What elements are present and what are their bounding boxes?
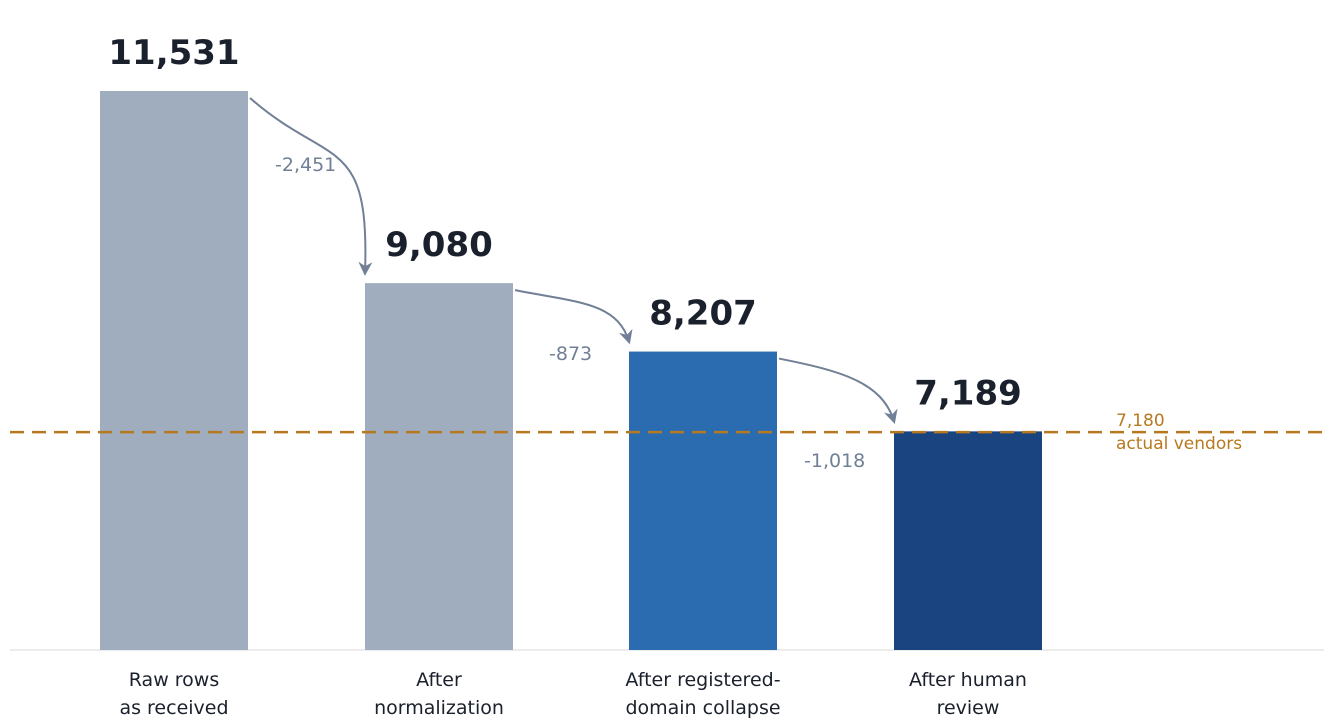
delta-arrow [514,289,633,345]
delta-label: -873 [549,343,592,365]
x-tick-label: domain collapse [625,697,780,719]
reference-line-label: actual vendors [1116,434,1242,454]
x-tick-label: normalization [374,697,504,719]
arrows-group [249,97,898,425]
bar-value-label: 8,207 [649,294,757,334]
x-tick-label: as received [119,697,228,719]
bar [100,91,248,650]
x-tick-label: review [937,697,1000,719]
x-tick-label: After human [909,669,1027,691]
delta-label: -1,018 [804,450,865,472]
bars-group [10,91,1324,651]
x-tick-label: Raw rows [129,669,219,691]
bar [894,431,1042,650]
delta-arrow [778,357,898,425]
delta-arrow [249,97,373,276]
bar-value-label: 9,080 [385,225,493,265]
labels-group: 11,531 Raw rows as received 9,080 After norma… [108,33,1242,719]
x-tick-label: After [416,669,462,691]
bar [629,351,777,650]
delta-label: -2,451 [275,154,336,176]
reference-line-label: 7,180 [1116,411,1165,431]
bar [365,283,513,650]
bar-value-label: 11,531 [108,33,239,73]
bar-value-label: 7,189 [914,373,1022,413]
x-tick-label: After registered- [625,669,780,691]
